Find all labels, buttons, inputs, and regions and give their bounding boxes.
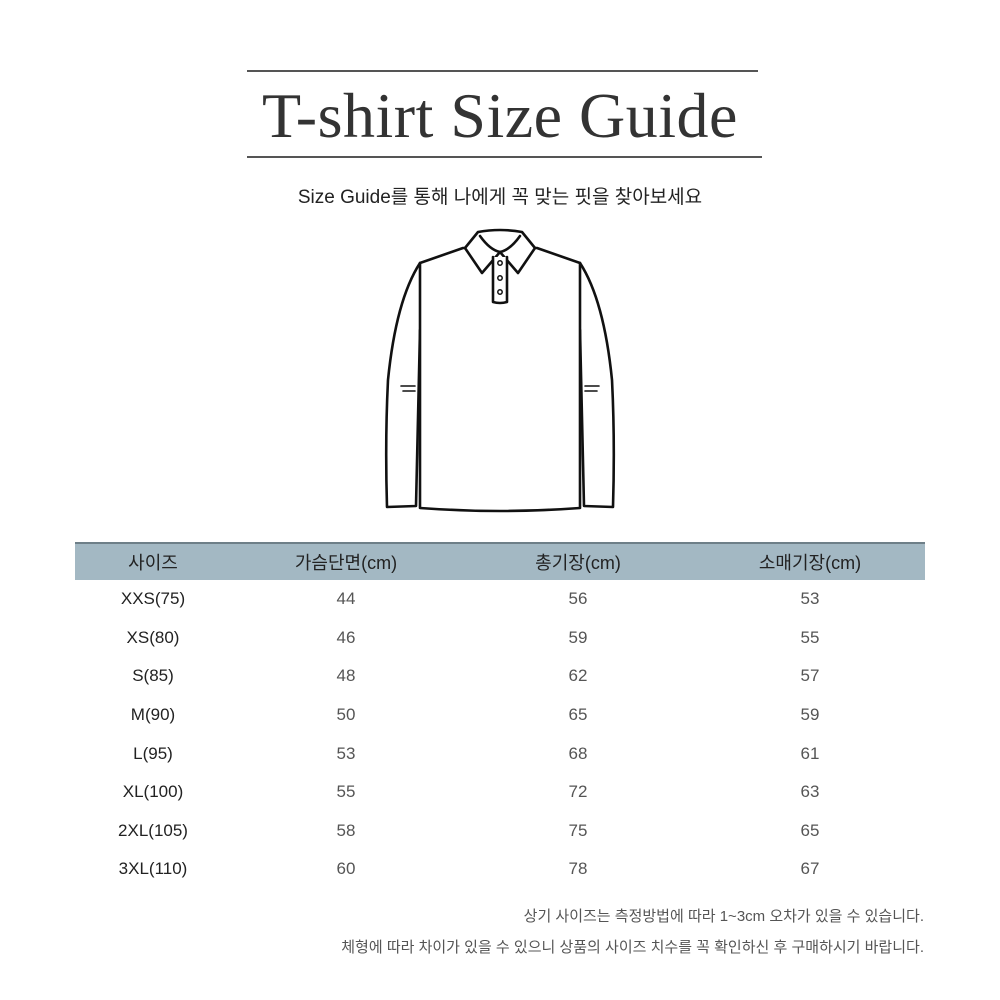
cell-sleeve: 55 xyxy=(800,627,820,647)
title-bottom-rule xyxy=(247,156,762,158)
cell-length: 75 xyxy=(568,820,588,840)
cell-sleeve: 53 xyxy=(800,589,820,609)
table-row: XL(100) 55 72 63 xyxy=(75,773,925,812)
table-row: S(85) 48 62 57 xyxy=(75,657,925,696)
cell-chest: 53 xyxy=(336,743,356,763)
subtitle: Size Guide를 통해 나에게 꼭 맞는 핏을 찾아보세요 xyxy=(297,187,703,208)
cell-length: 68 xyxy=(568,743,588,763)
header-sleeve: 소매기장(cm) xyxy=(695,542,925,580)
cell-sleeve: 65 xyxy=(800,820,820,840)
table-row: 2XL(105) 58 75 65 xyxy=(75,812,925,851)
cell-size: XS(80) xyxy=(126,627,180,647)
cell-size: XL(100) xyxy=(122,782,184,802)
cell-size: 3XL(110) xyxy=(118,859,188,879)
cell-size: S(85) xyxy=(132,666,174,686)
cell-sleeve: 57 xyxy=(800,666,820,686)
table-header-row: 사이즈 가슴단면(cm) 총기장(cm) 소매기장(cm) xyxy=(75,542,925,580)
page-title: T-shirt Size Guide xyxy=(262,80,738,151)
cell-length: 56 xyxy=(568,589,588,609)
cell-length: 59 xyxy=(568,627,588,647)
cell-chest: 48 xyxy=(336,666,356,686)
cell-length: 62 xyxy=(568,666,588,686)
cell-chest: 46 xyxy=(336,627,356,647)
cell-sleeve: 63 xyxy=(800,782,820,802)
note-check-size: 체형에 따라 차이가 있을 수 있으니 상품의 사이즈 치수를 꼭 확인하신 후… xyxy=(341,939,924,956)
cell-size: 2XL(105) xyxy=(118,820,188,840)
cell-sleeve: 67 xyxy=(800,859,820,879)
cell-chest: 44 xyxy=(336,589,356,609)
table-row: 3XL(110) 60 78 67 xyxy=(75,850,925,889)
cell-length: 65 xyxy=(568,705,588,725)
header-size: 사이즈 xyxy=(75,542,231,580)
header-chest: 가슴단면(cm) xyxy=(231,542,461,580)
table-row: XS(80) 46 59 55 xyxy=(75,619,925,658)
title-top-rule xyxy=(247,70,758,72)
cell-chest: 55 xyxy=(336,782,356,802)
note-measurement: 상기 사이즈는 측정방법에 따라 1~3cm 오차가 있을 수 있습니다. xyxy=(523,908,924,925)
cell-length: 78 xyxy=(568,859,588,879)
size-table: 사이즈 가슴단면(cm) 총기장(cm) 소매기장(cm) XXS(75) 44 5… xyxy=(75,542,925,889)
table-row: XXS(75) 44 56 53 xyxy=(75,580,925,619)
table-row: M(90) 50 65 59 xyxy=(75,696,925,735)
cell-sleeve: 59 xyxy=(800,705,820,725)
table-row: L(95) 53 68 61 xyxy=(75,734,925,773)
cell-chest: 58 xyxy=(336,820,356,840)
cell-sleeve: 61 xyxy=(800,743,820,763)
cell-chest: 50 xyxy=(336,705,356,725)
cell-size: XXS(75) xyxy=(120,589,186,609)
cell-length: 72 xyxy=(568,782,588,802)
polo-shirt-icon xyxy=(384,228,616,513)
header-length: 총기장(cm) xyxy=(461,542,695,580)
cell-size: L(95) xyxy=(133,743,173,763)
cell-chest: 60 xyxy=(336,859,356,879)
cell-size: M(90) xyxy=(130,705,176,725)
